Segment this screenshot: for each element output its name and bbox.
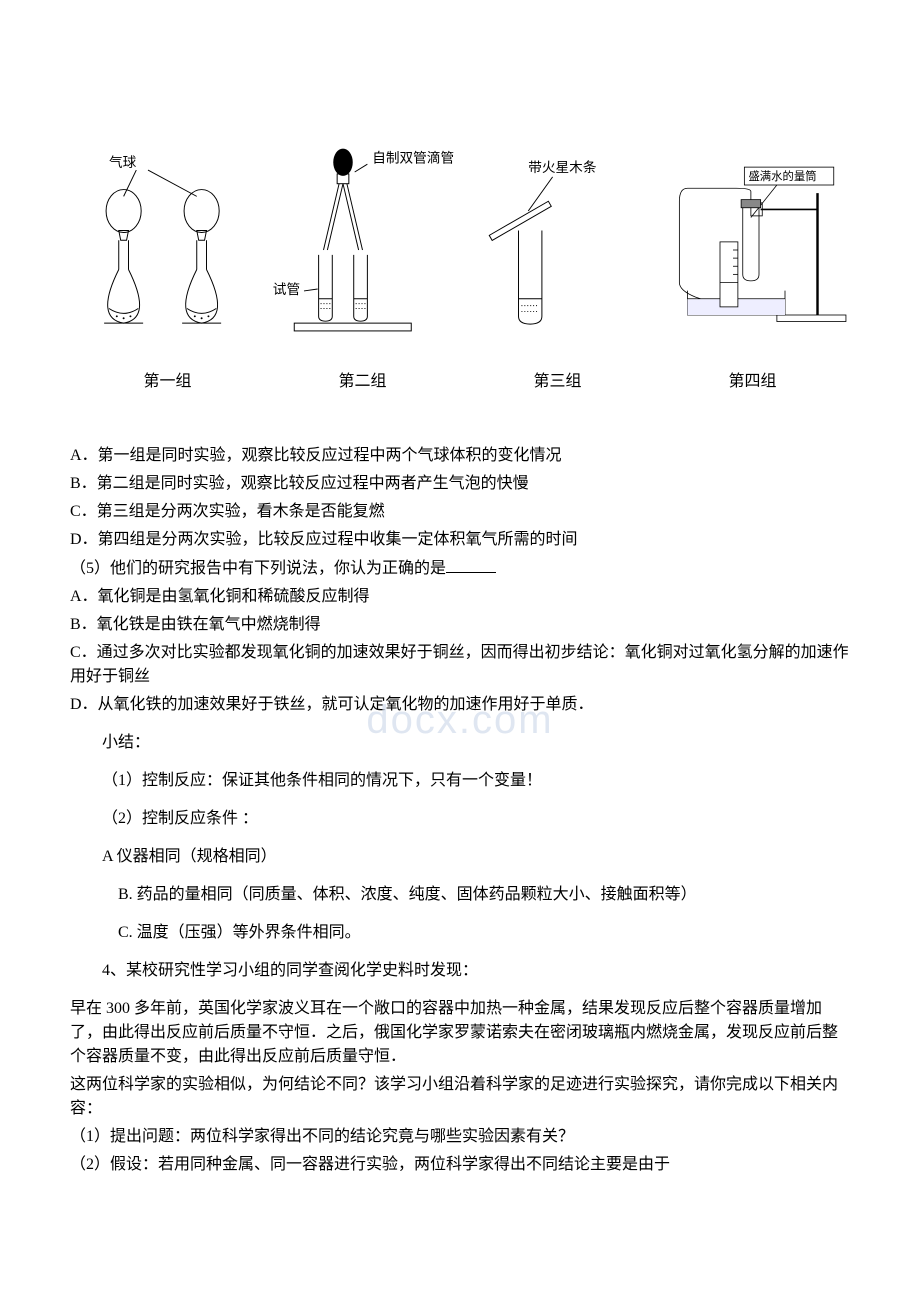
question-4-title: 4、某校研究性学习小组的同学查阅化学史料时发现： [70, 959, 850, 983]
diagram-4-svg: 盛满水的量筒 [655, 140, 850, 360]
caption-row: 第一组 第二组 第三组 第四组 [70, 370, 850, 394]
page: 气球 [70, 100, 850, 1177]
caption-2: 第二组 [265, 370, 460, 394]
summary-1: （1）控制反应：保证其他条件相同的情况下，只有一个变量！ [70, 769, 850, 793]
para-4: （2）假设：若用同种金属、同一容器进行实验，两位科学家得出不同结论主要是由于 [70, 1153, 850, 1177]
label-cylinder: 盛满水的量筒 [748, 169, 816, 183]
diagram-2-svg: 自制双管滴管 试管 [265, 140, 460, 360]
caption-1: 第一组 [70, 370, 265, 394]
dropper-bulb-icon [333, 149, 353, 176]
question-5: （5）他们的研究报告中有下列说法，你认为正确的是 [70, 556, 850, 581]
diagram-3-svg: 带火星木条 [460, 140, 655, 360]
diagram-1: 气球 [70, 140, 265, 360]
option-a3: C．第三组是分两次实验，看木条是否能复燃 [70, 500, 850, 524]
label-tube: 试管 [273, 282, 300, 297]
diagram-3: 带火星木条 [460, 140, 655, 360]
option-a2: B．第二组是同时实验，观察比较反应过程中两者产生气泡的快慢 [70, 472, 850, 496]
label-balloon: 气球 [109, 155, 137, 170]
summary-b: B. 药品的量相同（同质量、体积、浓度、纯度、固体药品颗粒大小、接触面积等） [70, 883, 850, 907]
summary-a: A 仪器相同（规格相同） [70, 845, 850, 869]
diagram-row: 气球 [70, 100, 850, 360]
summary-2: （2）控制反应条件 ： [70, 807, 850, 831]
option-a4: D．第四组是分两次实验，比较反应过程中收集一定体积氧气所需的时间 [70, 528, 850, 552]
caption-4: 第四组 [655, 370, 850, 394]
summary-title: 小结： [70, 731, 850, 755]
question-5-text: （5）他们的研究报告中有下列说法，你认为正确的是 [70, 560, 446, 577]
label-dropper: 自制双管滴管 [372, 149, 454, 165]
option-b2: B．氧化铁是由铁在氧气中燃烧制得 [70, 613, 850, 637]
para-1: 早在 300 多年前，英国化学家波义耳在一个敞口的容器中加热一种金属，结果发现反… [70, 997, 850, 1069]
option-a1: A．第一组是同时实验，观察比较反应过程中两个气球体积的变化情况 [70, 444, 850, 468]
label-splint: 带火星木条 [528, 159, 597, 175]
option-b4: D．从氧化铁的加速效果好于铁丝，就可认定氧化物的加速作用好于单质． [70, 693, 850, 717]
diagram-4: 盛满水的量筒 [655, 140, 850, 360]
summary-c: C. 温度（压强）等外界条件相同。 [70, 921, 850, 945]
diagram-1-svg: 气球 [70, 140, 265, 360]
para-2: 这两位科学家的实验相似，为何结论不同？该学习小组沿着科学家的足迹进行实验探究，请… [70, 1073, 850, 1121]
blank-5 [446, 556, 496, 573]
option-b1: A．氧化铜是由氢氧化铜和稀硫酸反应制得 [70, 585, 850, 609]
para-3: （1）提出问题：两位科学家得出不同的结论究竟与哪些实验因素有关？ [70, 1125, 850, 1149]
option-b3: C．通过多次对比实验都发现氧化铜的加速效果好于铜丝，因而得出初步结论：氧化铜对过… [70, 641, 850, 689]
diagram-2: 自制双管滴管 试管 [265, 140, 460, 360]
caption-3: 第三组 [460, 370, 655, 394]
